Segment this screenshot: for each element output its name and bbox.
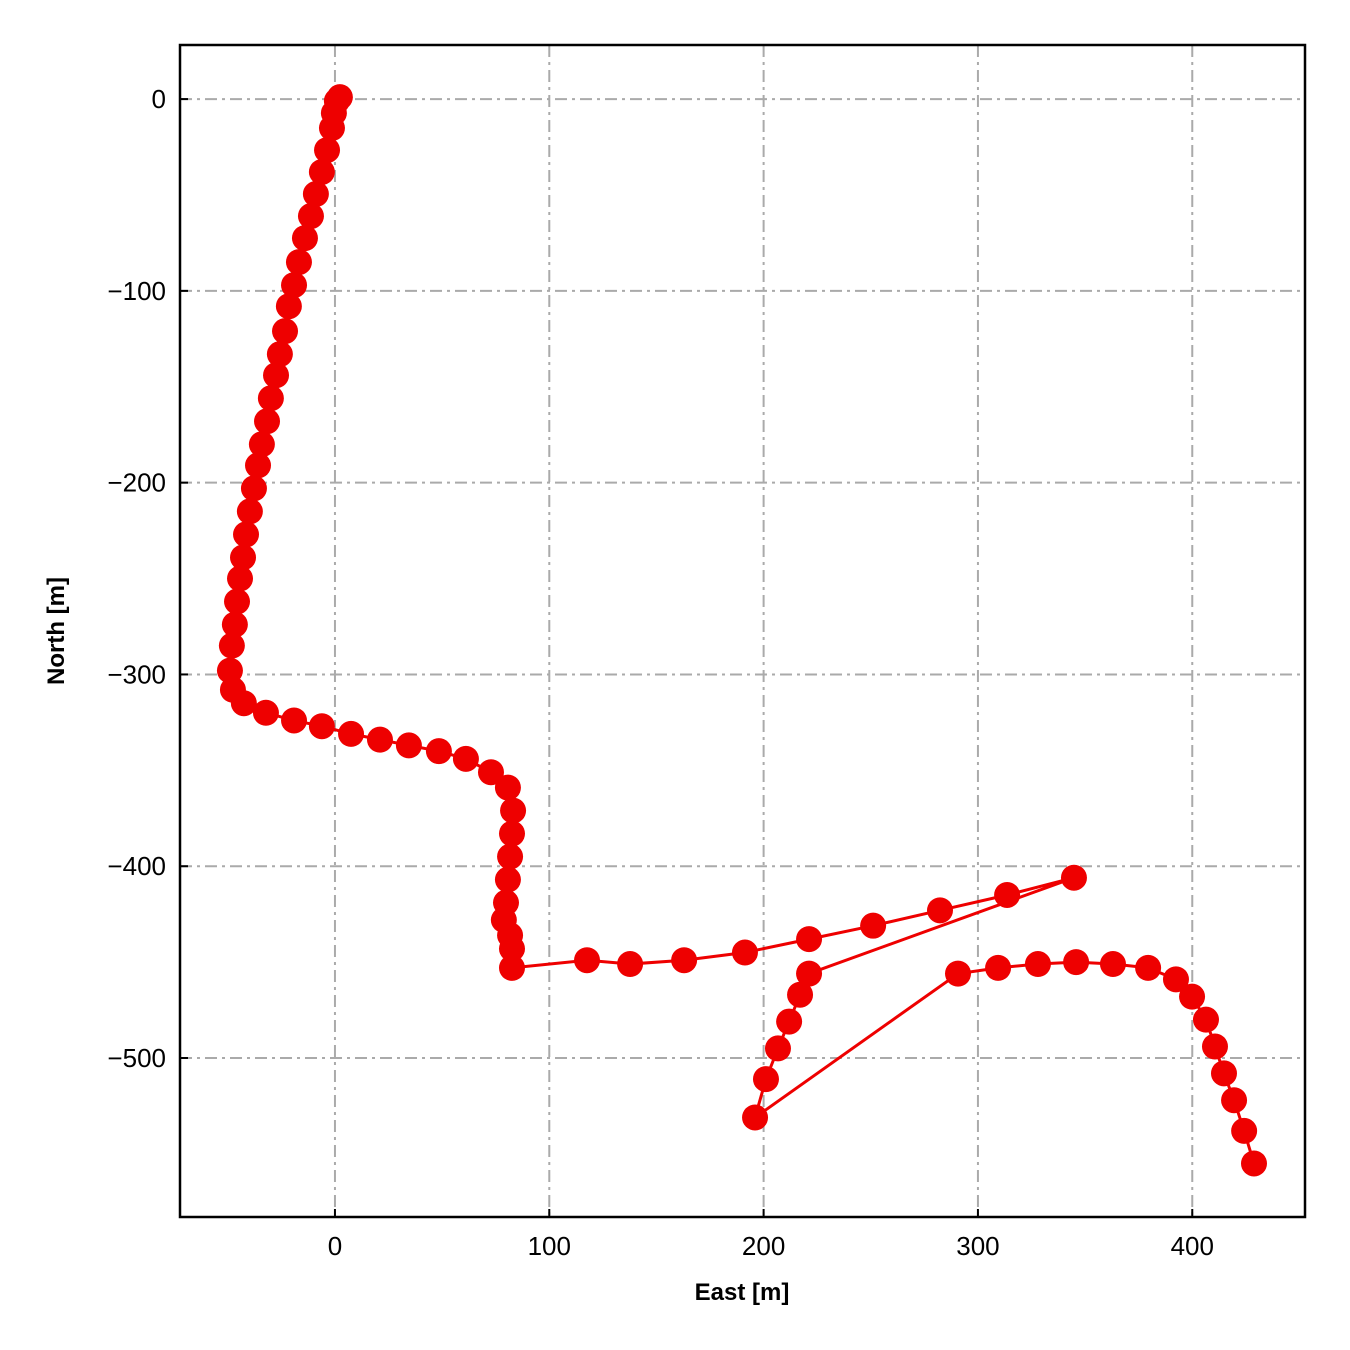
point-marker	[994, 881, 1021, 908]
point-marker	[860, 912, 887, 939]
point-marker	[308, 158, 335, 185]
point-marker	[617, 951, 644, 978]
point-marker	[1063, 949, 1090, 976]
point-marker	[302, 181, 329, 208]
point-marker	[285, 249, 312, 276]
point-marker	[240, 475, 267, 502]
point-marker	[796, 926, 823, 953]
point-marker	[787, 981, 814, 1008]
point-marker	[275, 293, 302, 320]
y-tick-label: −100	[107, 276, 166, 306]
point-marker	[366, 726, 393, 753]
point-marker	[498, 954, 525, 981]
point-marker	[318, 115, 345, 142]
point-marker	[796, 960, 823, 987]
point-marker	[1231, 1117, 1258, 1144]
point-marker	[985, 954, 1012, 981]
point-marker	[1135, 954, 1162, 981]
point-marker	[764, 1035, 791, 1062]
point-marker	[233, 521, 260, 548]
point-marker	[494, 774, 521, 801]
point-marker	[776, 1008, 803, 1035]
point-marker	[245, 452, 272, 479]
point-marker	[671, 947, 698, 974]
point-marker	[281, 707, 308, 734]
point-marker	[1024, 951, 1051, 978]
point-marker	[500, 797, 527, 824]
y-tick-label: −300	[107, 659, 166, 689]
point-marker	[1099, 951, 1126, 978]
plot-frame	[178, 43, 1307, 1219]
x-axis-label: East [m]	[695, 1279, 790, 1306]
point-marker	[498, 935, 525, 962]
x-tick-label: 200	[742, 1231, 785, 1261]
x-tick-label: 100	[528, 1231, 571, 1261]
point-marker	[338, 720, 365, 747]
point-marker	[945, 960, 972, 987]
point-marker	[236, 498, 263, 525]
point-marker	[254, 408, 281, 435]
point-marker	[308, 713, 335, 740]
point-marker	[227, 565, 254, 592]
point-marker	[1210, 1060, 1237, 1087]
point-marker	[230, 690, 257, 717]
point-marker	[1162, 966, 1189, 993]
point-marker	[218, 632, 245, 659]
point-marker	[497, 843, 524, 870]
x-tick-label: 300	[956, 1231, 999, 1261]
point-marker	[1240, 1150, 1267, 1177]
point-marker	[1060, 864, 1087, 891]
point-marker	[477, 759, 504, 786]
point-marker	[257, 385, 284, 412]
point-marker	[224, 588, 251, 615]
point-marker	[574, 947, 601, 974]
point-marker	[266, 341, 293, 368]
point-marker	[314, 137, 341, 164]
y-tick-label: −500	[107, 1043, 166, 1073]
point-marker	[1192, 1006, 1219, 1033]
point-marker	[297, 203, 324, 230]
point-marker	[425, 738, 452, 765]
point-marker	[230, 544, 257, 571]
y-axis-label: North [m]	[43, 577, 70, 685]
point-marker	[1201, 1033, 1228, 1060]
point-marker	[452, 745, 479, 772]
point-marker	[1179, 983, 1206, 1010]
point-marker	[216, 657, 243, 684]
point-marker	[498, 820, 525, 847]
point-marker	[1221, 1087, 1248, 1114]
y-tick-label: −200	[107, 468, 166, 498]
point-marker	[221, 611, 248, 638]
point-marker	[281, 272, 308, 299]
x-tick-label: 400	[1171, 1231, 1214, 1261]
y-tick-label: 0	[152, 84, 166, 114]
point-marker	[494, 866, 521, 893]
point-marker	[927, 897, 954, 924]
point-marker	[395, 732, 422, 759]
point-marker	[263, 362, 290, 389]
trajectory-line	[228, 96, 1256, 1164]
point-marker	[752, 1066, 779, 1093]
point-marker	[272, 318, 299, 345]
point-marker	[248, 431, 275, 458]
point-marker	[291, 225, 318, 252]
x-tick-label: 0	[328, 1231, 342, 1261]
y-tick-label: −400	[107, 851, 166, 881]
point-marker	[731, 939, 758, 966]
point-marker	[252, 699, 279, 726]
point-marker	[742, 1104, 769, 1131]
